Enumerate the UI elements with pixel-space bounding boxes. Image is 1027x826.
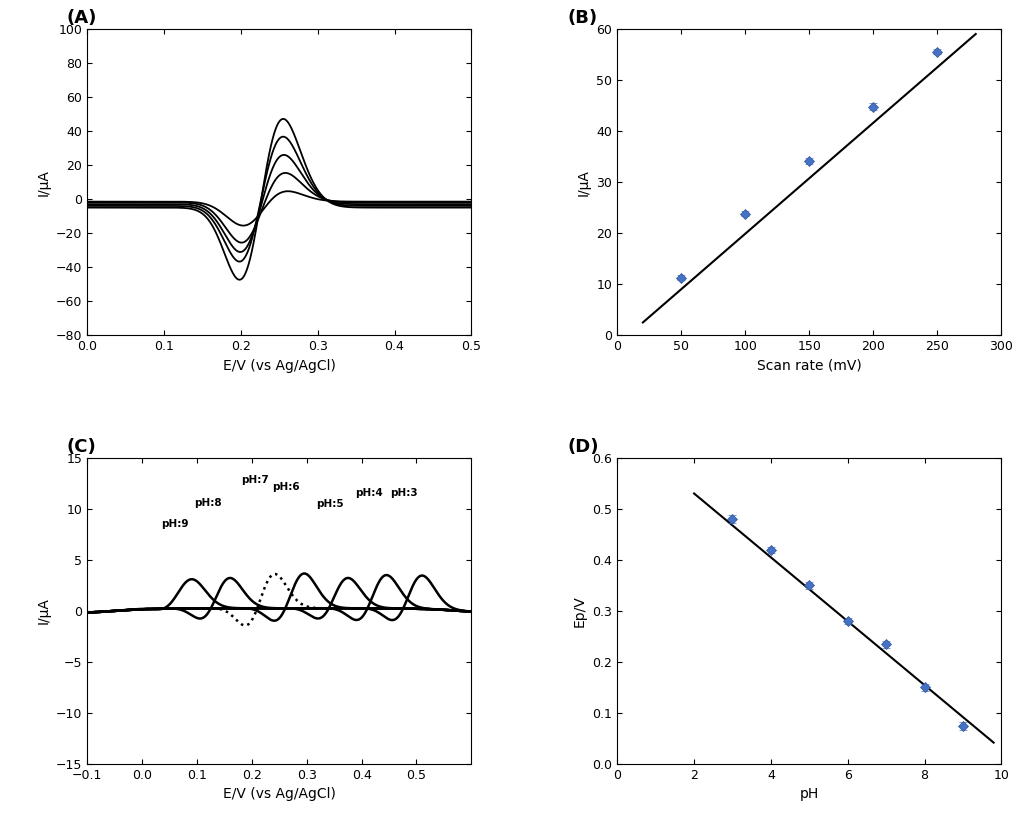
Text: pH:8: pH:8 (194, 498, 222, 508)
X-axis label: Scan rate (mV): Scan rate (mV) (757, 358, 862, 373)
Text: (A): (A) (66, 9, 97, 26)
Y-axis label: Ep/V: Ep/V (573, 595, 586, 627)
Y-axis label: I/μA: I/μA (577, 169, 591, 196)
Text: pH:7: pH:7 (240, 475, 268, 485)
Text: pH:4: pH:4 (355, 487, 383, 497)
Y-axis label: I/μA: I/μA (36, 169, 50, 196)
X-axis label: E/V (vs Ag/AgCl): E/V (vs Ag/AgCl) (223, 787, 336, 801)
Text: (C): (C) (66, 438, 96, 456)
Text: pH:3: pH:3 (390, 487, 418, 497)
Y-axis label: I/μA: I/μA (37, 597, 50, 624)
Text: pH:6: pH:6 (272, 482, 300, 492)
Text: pH:5: pH:5 (316, 499, 344, 509)
X-axis label: pH: pH (800, 787, 819, 801)
Text: pH:9: pH:9 (161, 520, 189, 529)
Text: (B): (B) (567, 9, 598, 26)
Text: (D): (D) (567, 438, 599, 456)
X-axis label: E/V (vs Ag/AgCl): E/V (vs Ag/AgCl) (223, 358, 336, 373)
